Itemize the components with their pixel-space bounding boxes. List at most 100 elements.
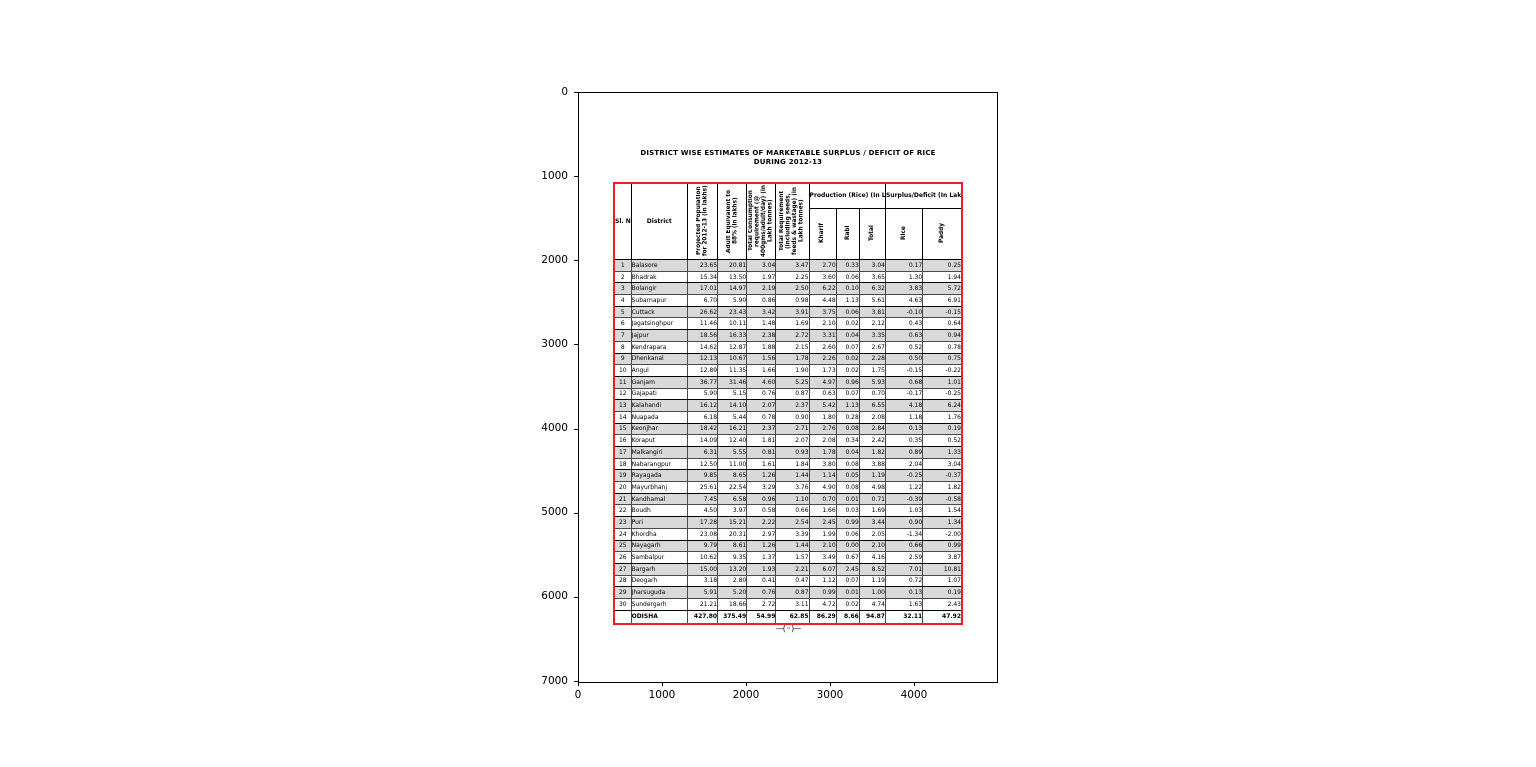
table-row: 19 Rayagada 9.85 8.65 1.26 1.44 1.14 0.05 1.19 -0… <box>613 469 963 483</box>
table-cell: 22 <box>613 504 632 518</box>
header-consumption-requirement: Total Consumption requirement (@ 400gms/… <box>746 182 777 260</box>
table-cell: 0.28 <box>835 410 860 424</box>
table-cell: 0.90 <box>775 410 810 424</box>
table-cell: 0.06 <box>835 527 860 541</box>
table-cell: 5.44 <box>717 410 748 424</box>
table-cell: 8.65 <box>717 469 748 483</box>
table-cell: 2.25 <box>775 270 810 284</box>
table-cell: 5.90 <box>717 294 748 307</box>
table-cell: 6.32 <box>858 282 886 296</box>
table-cell: Bargarh <box>630 562 688 576</box>
table-cell: Dhenkanal <box>630 352 688 366</box>
table-cell: 1.76 <box>922 410 963 424</box>
table-cell: 1.82 <box>858 446 886 459</box>
table-cell: -0.10 <box>884 305 924 319</box>
header-total-requirement: Total Requirement (including seeds, feed… <box>775 182 810 260</box>
table-cell: 1.81 <box>746 434 777 447</box>
table-cell: 0.87 <box>775 387 810 401</box>
table-cell: 1.69 <box>858 504 886 518</box>
y-tick-label: 5000 <box>541 506 568 519</box>
table-cell: 2.10 <box>858 539 886 553</box>
header-kharif: Kharif <box>808 208 837 260</box>
table-cell: 2.22 <box>746 516 777 529</box>
table-cell: 24 <box>613 527 632 541</box>
table-cell: 9.79 <box>686 539 719 553</box>
table-cell: Mayurbhanj <box>630 481 688 494</box>
table-cell: 2.28 <box>858 352 886 366</box>
table-cell: 6.58 <box>717 492 748 506</box>
table-cell: 14.62 <box>686 340 719 354</box>
table-cell: 1.69 <box>775 317 810 331</box>
table-cell: 2.21 <box>775 562 810 576</box>
table-cell: 3.75 <box>808 305 837 319</box>
table-cell: 18.56 <box>686 329 719 342</box>
table-cell: 21 <box>613 492 632 506</box>
table-cell: 0.41 <box>746 574 777 588</box>
table-cell: 1.61 <box>746 457 777 471</box>
table-cell: Nuapada <box>630 410 688 424</box>
table-cell: 11.00 <box>717 457 748 471</box>
table-row: 27 Bargarh 15.00 13.20 1.93 2.21 6.07 2.45 8.52 7… <box>613 562 963 576</box>
document-title-line1: DISTRICT WISE ESTIMATES OF MARKETABLE SU… <box>640 149 936 157</box>
table-cell: 0.07 <box>835 340 860 354</box>
table-cell: 0.89 <box>884 446 924 459</box>
table-cell: 5.91 <box>686 586 719 599</box>
table-cell: 86.29 <box>808 609 837 625</box>
table-cell: 0.08 <box>835 457 860 471</box>
table-cell: 2.45 <box>808 516 837 529</box>
table-cell: 5.25 <box>775 375 810 389</box>
table-row: 21 Kandhamal 7.45 6.58 0.96 1.10 0.70 0.01 0.71-… <box>613 492 963 506</box>
x-tick-label: 2000 <box>732 689 760 701</box>
table-cell: 0.63 <box>884 329 924 342</box>
y-tick-label: 6000 <box>541 590 568 603</box>
table-row: 4 Subarnapur 6.70 5.90 0.86 0.98 4.48 1.13 5.61 4… <box>613 294 963 307</box>
table-cell: -1.34 <box>884 527 924 541</box>
table-cell: Nayagarh <box>630 539 688 553</box>
table-cell: 2.19 <box>746 282 777 296</box>
header-sl-no: Sl. No. <box>613 182 632 260</box>
table-cell: 36.77 <box>686 375 719 389</box>
table-cell: 12.89 <box>686 364 719 377</box>
table-cell: 0.04 <box>835 446 860 459</box>
table-cell: 1.48 <box>746 317 777 331</box>
table-cell: 7.01 <box>884 562 924 576</box>
table-cell: 2.26 <box>808 352 837 366</box>
table-row: 23 Puri 17.28 15.21 2.22 2.54 2.45 0.99 3.44 0.90… <box>613 516 963 529</box>
table-cell: 0.81 <box>746 446 777 459</box>
table-cell: 1.13 <box>835 399 860 412</box>
table-cell: 0.13 <box>884 586 924 599</box>
table-cell: 1.03 <box>884 504 924 518</box>
table-cell: 1.44 <box>775 539 810 553</box>
table-cell: Cuttack <box>630 305 688 319</box>
table-cell: 9.35 <box>717 551 748 564</box>
table-cell: 10.11 <box>717 317 748 331</box>
table-cell: 3.65 <box>858 270 886 284</box>
table-row: 16 Koraput 14.09 12.40 1.81 2.07 2.08 0.34 2.42 0… <box>613 434 963 447</box>
table-cell: 12 <box>613 387 632 401</box>
table-cell: 0.02 <box>835 352 860 366</box>
table-cell: 32.11 <box>884 609 924 625</box>
table-row: 30 Sundergarh 21.21 18.66 2.72 3.11 4.72 0.02 4.… <box>613 597 963 611</box>
table-cell: Bhadrak <box>630 270 688 284</box>
table-cell: -0.25 <box>884 469 924 483</box>
table-cell: 3.35 <box>858 329 886 342</box>
table-cell: 0.70 <box>808 492 837 506</box>
table-cell: Kandhamal <box>630 492 688 506</box>
table-cell: Jagatsinghpur <box>630 317 688 331</box>
table-cell: 0.05 <box>835 469 860 483</box>
table-cell: 13.50 <box>717 270 748 284</box>
table-cell: 0.70 <box>858 387 886 401</box>
table-cell: 28 <box>613 574 632 588</box>
table-cell: 2.60 <box>808 340 837 354</box>
table-cell: -0.58 <box>922 492 963 506</box>
table-cell: 3.44 <box>858 516 886 529</box>
table-cell: 1.19 <box>858 469 886 483</box>
table-cell: 0.02 <box>835 317 860 331</box>
table-cell: 0.08 <box>835 481 860 494</box>
table-cell: 1.07 <box>922 574 963 588</box>
table-cell: 13 <box>613 399 632 412</box>
table-cell: 427.80 <box>686 609 719 625</box>
table-cell: 3.80 <box>808 457 837 471</box>
table-cell: Deogarh <box>630 574 688 588</box>
table-cell: -2.00 <box>922 527 963 541</box>
